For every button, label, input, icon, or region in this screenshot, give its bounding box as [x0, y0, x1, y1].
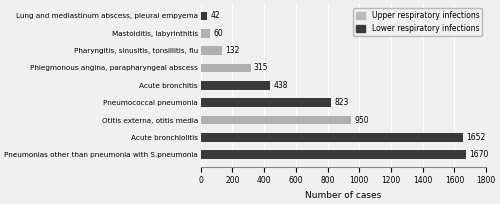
- Bar: [200, 64, 250, 72]
- Bar: [200, 29, 210, 38]
- Bar: [200, 12, 207, 20]
- Bar: [200, 98, 331, 107]
- Text: 42: 42: [210, 11, 220, 20]
- Text: 438: 438: [274, 81, 288, 90]
- Text: 823: 823: [334, 98, 349, 107]
- Text: 950: 950: [354, 116, 369, 125]
- Bar: [200, 46, 222, 55]
- Text: 1670: 1670: [469, 150, 488, 159]
- Bar: [200, 151, 466, 159]
- Bar: [200, 133, 462, 142]
- X-axis label: Number of cases: Number of cases: [306, 191, 382, 200]
- Text: 315: 315: [254, 63, 268, 72]
- Text: 1652: 1652: [466, 133, 485, 142]
- Bar: [200, 81, 270, 90]
- Legend: Upper respiratory infections, Lower respiratory infections: Upper respiratory infections, Lower resp…: [353, 8, 482, 36]
- Bar: [200, 116, 352, 124]
- Text: 60: 60: [214, 29, 223, 38]
- Text: 132: 132: [225, 46, 239, 55]
